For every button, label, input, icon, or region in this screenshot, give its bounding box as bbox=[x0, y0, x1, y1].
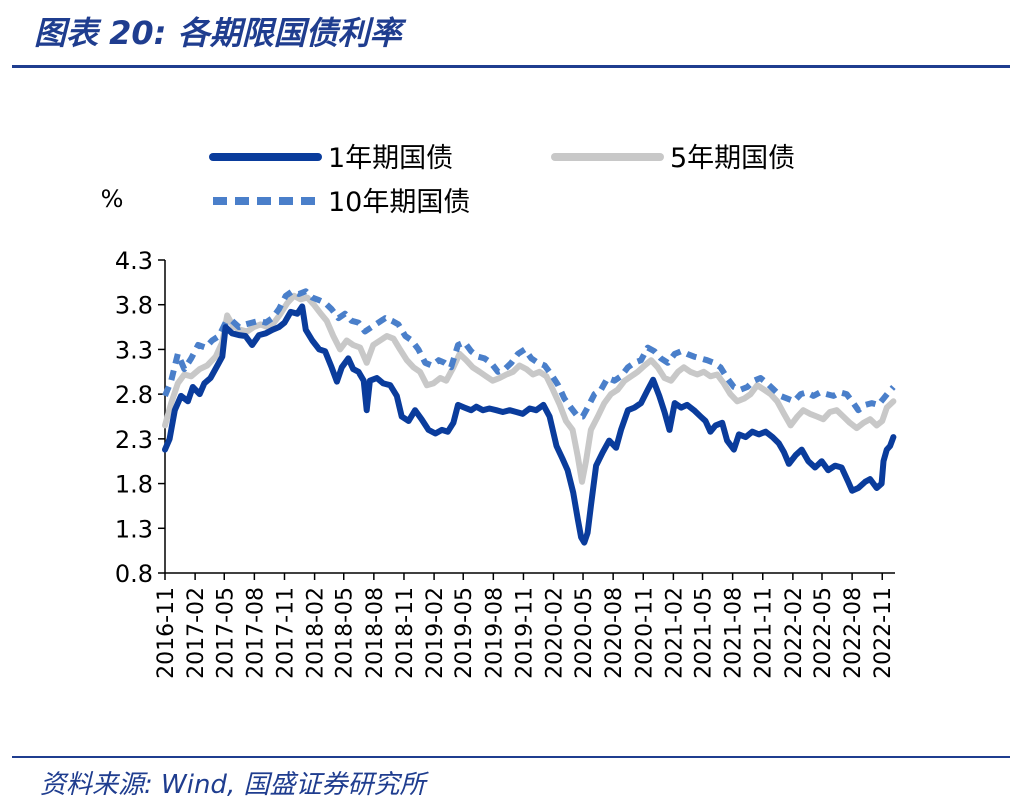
x-tick-label: 2018-08 bbox=[363, 587, 388, 679]
y-tick-label: 0.8 bbox=[115, 560, 153, 588]
series-line-10y bbox=[162, 288, 896, 420]
x-tick-label: 2018-02 bbox=[304, 587, 329, 679]
figure-source: 资料来源: Wind, 国盛证券研究所 bbox=[40, 770, 426, 800]
source-divider bbox=[12, 756, 1010, 758]
y-tick-label: 2.3 bbox=[115, 426, 153, 454]
y-tick-label: 2.8 bbox=[115, 381, 153, 409]
legend-item-5y: 5年期国债 bbox=[551, 143, 795, 174]
x-tick-label: 2018-11 bbox=[393, 587, 418, 679]
x-tick-label: 2018-05 bbox=[333, 587, 358, 679]
x-tick-label: 2020-05 bbox=[572, 587, 597, 679]
x-tick-label: 2021-08 bbox=[722, 587, 747, 679]
legend-label: 10年期国债 bbox=[328, 187, 470, 218]
y-tick-label: 3.8 bbox=[115, 292, 153, 320]
x-tick-label: 2017-02 bbox=[184, 587, 209, 679]
x-tick-label: 2017-11 bbox=[273, 587, 298, 679]
legend-item-1y: 1年期国债 bbox=[209, 143, 453, 174]
x-tick-label: 2022-02 bbox=[782, 587, 807, 679]
x-tick-label: 2017-05 bbox=[213, 587, 238, 679]
legend: 1年期国债 5年期国债 10年期国债 bbox=[209, 143, 795, 218]
x-tick-label: 2019-11 bbox=[512, 587, 537, 679]
legend-label: 5年期国债 bbox=[670, 143, 795, 174]
x-tick-label: 2022-05 bbox=[811, 587, 836, 679]
y-axis-label: % bbox=[101, 185, 124, 213]
title-divider bbox=[12, 65, 1010, 68]
x-tick-label: 2020-08 bbox=[602, 587, 627, 679]
x-tick-label: 2021-02 bbox=[662, 587, 687, 679]
y-tick-label: 3.3 bbox=[115, 336, 153, 364]
series-line-5y bbox=[162, 292, 897, 485]
legend-label: 1年期国债 bbox=[328, 143, 453, 174]
y-tick-label: 1.3 bbox=[115, 515, 153, 543]
figure-title: 图表 20: 各期限国债利率 bbox=[34, 14, 402, 52]
x-tick-label: 2020-02 bbox=[543, 587, 568, 679]
line-chart: 1年期国债 5年期国债 10年期国债 % 0.8 1.3 1.8 2.3 2.8 3.3 3.8… bbox=[101, 143, 897, 679]
x-tick-label: 2021-11 bbox=[752, 587, 777, 679]
x-tick-label: 2019-05 bbox=[452, 587, 477, 679]
x-tick-label: 2016-11 bbox=[154, 587, 179, 679]
legend-item-10y: 10年期国债 bbox=[213, 187, 470, 218]
series-line-1y bbox=[162, 303, 897, 546]
y-tick-label: 1.8 bbox=[115, 471, 153, 499]
x-tick-label: 2022-11 bbox=[871, 587, 896, 679]
y-tick-label: 4.3 bbox=[115, 247, 153, 275]
x-tick-label: 2019-08 bbox=[482, 587, 507, 679]
series-layer bbox=[162, 288, 897, 546]
x-tick-label: 2021-05 bbox=[692, 587, 717, 679]
x-tick-label: 2022-08 bbox=[841, 587, 866, 679]
x-tick-label: 2019-02 bbox=[423, 587, 448, 679]
x-tick-label: 2017-08 bbox=[243, 587, 268, 679]
x-tick-label: 2020-11 bbox=[632, 587, 657, 679]
